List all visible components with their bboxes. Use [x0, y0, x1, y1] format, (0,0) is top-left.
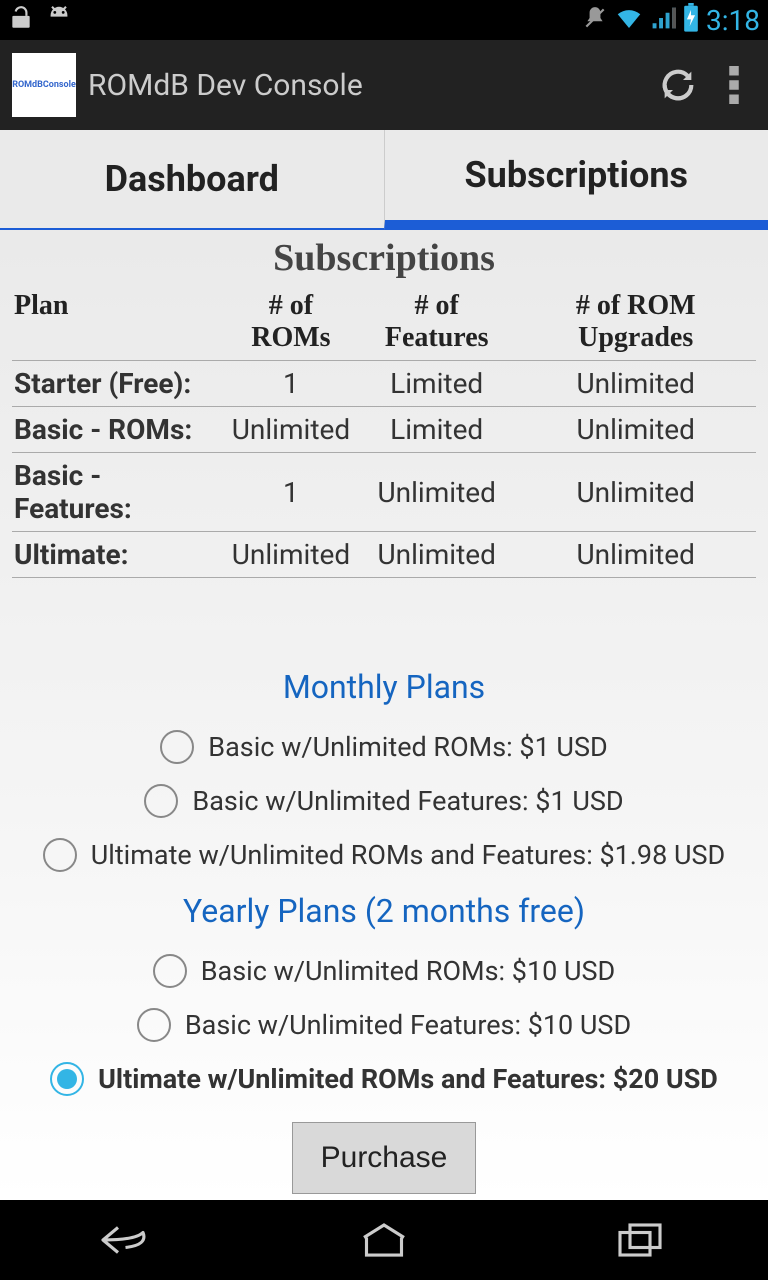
android-icon [42, 4, 76, 36]
back-button[interactable] [88, 1215, 168, 1265]
plan-option[interactable]: Basic w/Unlimited ROMs: $10 USD [12, 944, 756, 998]
radio-label: Basic w/Unlimited Features: $1 USD [192, 785, 623, 817]
plan-option[interactable]: Ultimate w/Unlimited ROMs and Features: … [12, 828, 756, 882]
radio-icon [50, 1062, 84, 1096]
tabs: Dashboard Subscriptions [0, 130, 768, 230]
wifi-icon [614, 5, 644, 35]
radio-label: Ultimate w/Unlimited ROMs and Features: … [98, 1063, 718, 1095]
plan-option[interactable]: Basic w/Unlimited ROMs: $1 USD [12, 720, 756, 774]
app-title: ROMdB Dev Console [88, 68, 644, 103]
th-roms: # of ROMs [224, 286, 358, 361]
radio-icon [43, 838, 77, 872]
plan-option[interactable]: Ultimate w/Unlimited ROMs and Features: … [12, 1052, 756, 1106]
radio-icon [160, 730, 194, 764]
signal-icon [650, 5, 676, 35]
radio-icon [144, 784, 178, 818]
table-row: Basic - Features: 1 Unlimited Unlimited [12, 453, 756, 532]
radio-label: Basic w/Unlimited Features: $10 USD [185, 1009, 631, 1041]
plans-section: Monthly Plans Basic w/Unlimited ROMs: $1… [12, 668, 756, 1194]
recents-button[interactable] [600, 1215, 680, 1265]
th-features: # of Features [358, 286, 515, 361]
refresh-button[interactable] [656, 63, 700, 107]
th-upgrades: # of ROM Upgrades [515, 286, 756, 361]
app-icon: ROMdBConsole [12, 53, 76, 117]
clock: 3:18 [706, 4, 760, 37]
navigation-bar [0, 1200, 768, 1280]
radio-label: Basic w/Unlimited ROMs: $10 USD [201, 955, 616, 987]
purchase-button[interactable]: Purchase [292, 1122, 477, 1194]
home-button[interactable] [344, 1215, 424, 1265]
content: Subscriptions Plan # of ROMs # of Featur… [0, 230, 768, 1200]
radio-label: Ultimate w/Unlimited ROMs and Features: … [91, 839, 725, 871]
tab-dashboard[interactable]: Dashboard [0, 130, 384, 230]
radio-icon [137, 1008, 171, 1042]
table-row: Ultimate: Unlimited Unlimited Unlimited [12, 532, 756, 578]
yearly-heading: Yearly Plans (2 months free) [12, 892, 756, 930]
th-plan: Plan [12, 286, 224, 361]
tab-subscriptions[interactable]: Subscriptions [384, 130, 768, 230]
table-row: Basic - ROMs: Unlimited Limited Unlimite… [12, 407, 756, 453]
monthly-heading: Monthly Plans [12, 668, 756, 706]
battery-icon [682, 3, 700, 37]
overflow-menu-button[interactable] [712, 63, 756, 107]
mute-icon [582, 5, 608, 35]
action-bar: ROMdBConsole ROMdB Dev Console [0, 40, 768, 130]
plan-option[interactable]: Basic w/Unlimited Features: $10 USD [12, 998, 756, 1052]
plans-table: Plan # of ROMs # of Features # of ROM Up… [12, 286, 756, 578]
plan-option[interactable]: Basic w/Unlimited Features: $1 USD [12, 774, 756, 828]
radio-icon [153, 954, 187, 988]
table-row: Starter (Free): 1 Limited Unlimited [12, 361, 756, 407]
status-bar: 3:18 [0, 0, 768, 40]
lock-icon [8, 3, 34, 37]
section-title: Subscriptions [12, 234, 756, 286]
radio-label: Basic w/Unlimited ROMs: $1 USD [208, 731, 607, 763]
